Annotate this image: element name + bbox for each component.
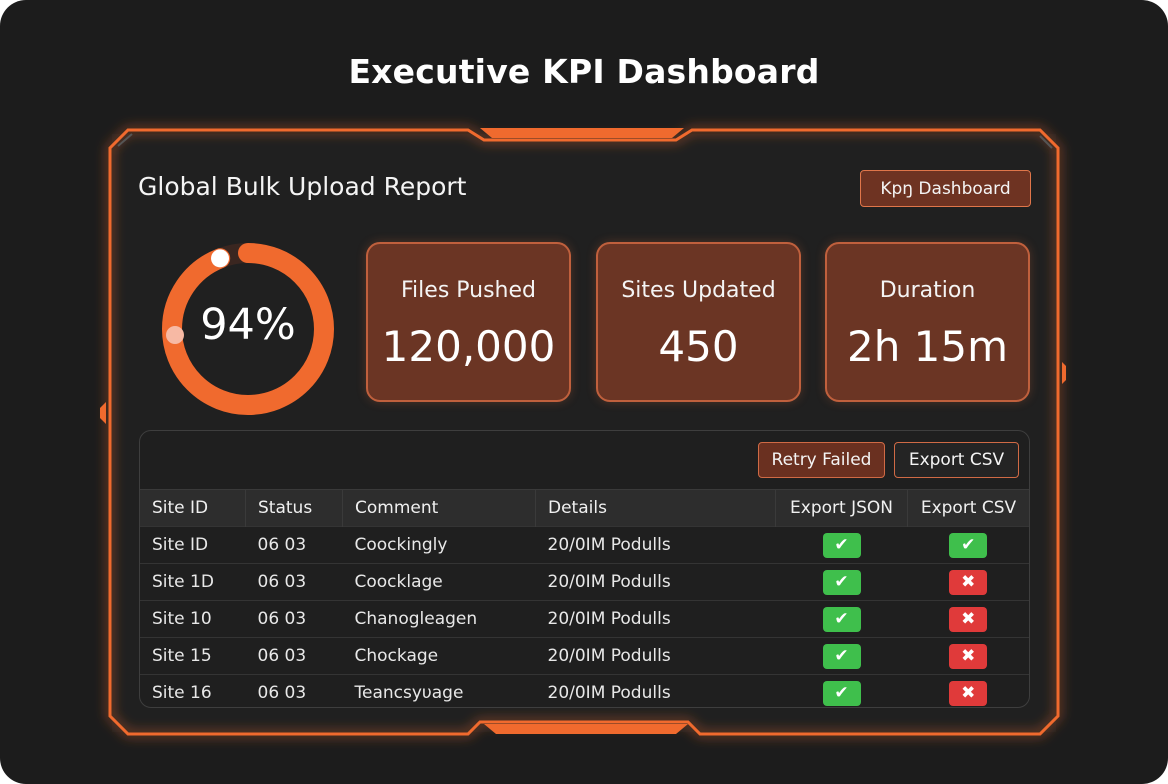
kpi-card-duration: Duration 2h 15m [825,242,1030,402]
table-row[interactable]: Site 1D 06 03 Coocklage 20/0IM Podulls ✔ ✖ [140,563,1029,601]
gauge-marker-dot [166,326,184,344]
gauge-end-dot [211,249,230,268]
cell-status: 06 03 [245,637,343,675]
cell-comment: Teancsyυage [342,674,536,707]
kpi-value: 120,000 [381,322,556,371]
cell-comment: Coockingly [342,526,536,564]
table-body: Site ID 06 03 Coockingly 20/0IM Podulls ✔ ✔ Si… [140,526,1029,707]
cell-details: 20/0IM Podulls [535,674,776,707]
column-header-comment[interactable]: Comment [342,489,536,527]
table-row[interactable]: Site ID 06 03 Coockingly 20/0IM Podulls ✔ ✔ [140,526,1029,564]
cell-details: 20/0IM Podulls [535,563,776,601]
kpi-dashboard-button[interactable]: Kpŋ Dashboard [860,170,1031,207]
table-row[interactable]: Site 10 06 03 Chanogleagen 20/0IM Podulls ✔ ✖ [140,600,1029,638]
cross-icon[interactable]: ✖ [949,643,988,669]
cross-icon[interactable]: ✖ [949,680,988,706]
cross-icon[interactable]: ✖ [949,569,988,595]
cell-export-csv: ✖ [907,600,1029,638]
kpi-label: Files Pushed [401,278,536,303]
cell-site-id: Site 16 [140,674,246,707]
cell-site-id: Site 10 [140,600,246,638]
cell-export-json: ✔ [775,674,908,707]
table-row[interactable]: Site 15 06 03 Chockage 20/0IM Podulls ✔ ✖ [140,637,1029,675]
cell-comment: Chockage [342,637,536,675]
kpi-label: Duration [879,278,976,303]
column-header-details[interactable]: Details [535,489,776,527]
kpi-label: Sites Updated [621,278,776,303]
cell-details: 20/0IM Podulls [535,600,776,638]
table-row[interactable]: Site 16 06 03 Teancsyυage 20/0IM Podulls ✔ ✖ [140,674,1029,707]
upload-results-table: Site ID Status Comment Details Export JS… [139,430,1030,708]
cell-comment: Coocklage [342,563,536,601]
cell-status: 06 03 [245,600,343,638]
cell-comment: Chanogleagen [342,600,536,638]
retry-failed-button[interactable]: Retry Failed [758,442,885,478]
cell-export-csv: ✖ [907,674,1029,707]
column-header-site-id[interactable]: Site ID [140,489,246,527]
cell-details: 20/0IM Podulls [535,526,776,564]
kpi-card-sites-updated: Sites Updated 450 [596,242,801,402]
page-title: Executive KPI Dashboard [348,52,820,91]
cell-export-json: ✔ [775,563,908,601]
check-icon[interactable]: ✔ [822,569,861,595]
cell-export-json: ✔ [775,600,908,638]
check-icon[interactable]: ✔ [822,532,861,558]
cell-status: 06 03 [245,563,343,601]
results-table: Site ID Status Comment Details Export JS… [140,489,1029,707]
cell-export-csv: ✖ [907,563,1029,601]
report-title: Global Bulk Upload Report [138,172,467,201]
cross-icon[interactable]: ✖ [949,606,988,632]
column-header-export-json[interactable]: Export JSON [775,489,908,527]
cell-status: 06 03 [245,526,343,564]
check-icon[interactable]: ✔ [822,643,861,669]
cell-site-id: Site ID [140,526,246,564]
cell-status: 06 03 [245,674,343,707]
export-csv-button[interactable]: Export CSV [894,442,1019,478]
check-icon[interactable]: ✔ [822,680,861,706]
cell-details: 20/0IM Podulls [535,637,776,675]
cell-export-csv: ✖ [907,637,1029,675]
cell-site-id: Site 1D [140,563,246,601]
cell-site-id: Site 15 [140,637,246,675]
check-icon[interactable]: ✔ [949,532,988,558]
table-header-row: Site ID Status Comment Details Export JS… [140,489,1029,527]
column-header-status[interactable]: Status [245,489,343,527]
gauge-value: 94% [200,300,296,350]
kpi-card-files-pushed: Files Pushed 120,000 [366,242,571,402]
column-header-export-csv[interactable]: Export CSV [907,489,1029,527]
cell-export-json: ✔ [775,526,908,564]
kpi-value: 450 [658,322,739,371]
kpi-value: 2h 15m [846,322,1009,371]
cell-export-csv: ✔ [907,526,1029,564]
progress-gauge [162,243,334,415]
cell-export-json: ✔ [775,637,908,675]
check-icon[interactable]: ✔ [822,606,861,632]
